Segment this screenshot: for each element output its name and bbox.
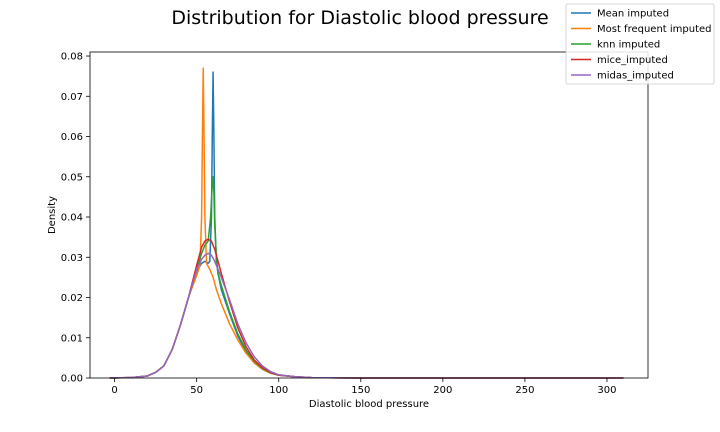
series-line-0	[109, 71, 624, 379]
x-tick-label: 50	[190, 385, 203, 396]
y-tick-label: 0.04	[61, 213, 83, 224]
x-axis-label: Diastolic blood pressure	[309, 399, 429, 410]
legend-label-3: mice_imputed	[597, 55, 668, 66]
legend-label-1: Most frequent imputed	[597, 24, 712, 35]
y-tick-label: 0.03	[61, 253, 83, 264]
legend-label-0: Mean imputed	[597, 9, 669, 20]
y-axis-label: Density	[47, 196, 58, 234]
chart-title: Distribution for Diastolic blood pressur…	[171, 7, 548, 29]
series-line-3	[109, 238, 624, 379]
x-axis: 0 50 100 150 200 250 300	[111, 378, 617, 396]
y-axis: 0.00 0.01 0.02 0.03 0.04 0.05 0.06 0.07 0.08	[61, 52, 90, 385]
x-tick-label: 100	[269, 385, 288, 396]
series-layer	[109, 67, 624, 379]
legend-box	[565, 3, 715, 85]
plot-frame	[89, 51, 649, 379]
legend: Mean imputed Most frequent imputed knn imp…	[565, 3, 715, 85]
legend-label-2: knn imputed	[597, 40, 660, 51]
series-line-2	[109, 176, 624, 379]
x-tick-label: 200	[433, 385, 452, 396]
series-line-1	[109, 67, 624, 379]
y-tick-label: 0.01	[61, 333, 83, 344]
x-tick-label: 300	[597, 385, 616, 396]
legend-items: Mean imputed Most frequent imputed knn imp…	[571, 9, 712, 82]
y-tick-label: 0.08	[61, 52, 83, 63]
x-tick-label: 250	[515, 385, 534, 396]
x-tick-label: 150	[351, 385, 370, 396]
y-tick-label: 0.06	[61, 132, 83, 143]
series-line-4	[109, 252, 624, 379]
y-tick-label: 0.00	[61, 374, 83, 385]
x-tick-label: 0	[111, 385, 117, 396]
y-tick-label: 0.02	[61, 293, 83, 304]
legend-label-4: midas_imputed	[597, 71, 674, 82]
y-tick-label: 0.05	[61, 172, 83, 183]
y-tick-label: 0.07	[61, 92, 83, 103]
